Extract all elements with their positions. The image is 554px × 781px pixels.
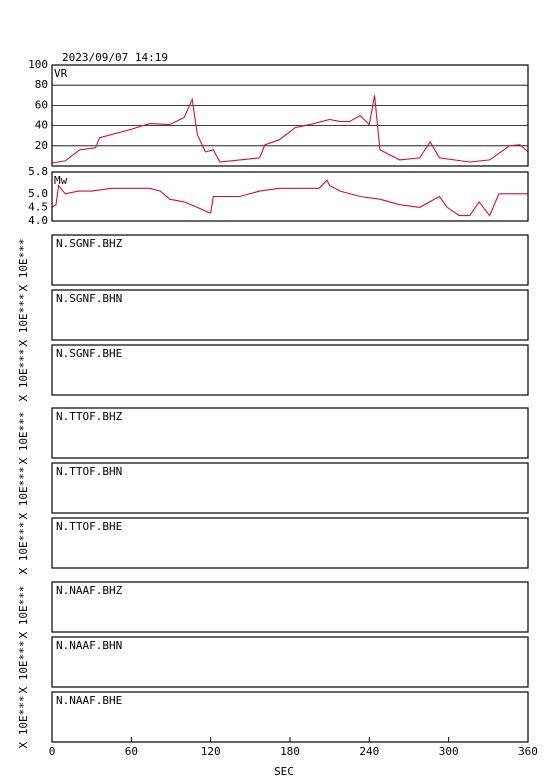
timestamp: 2023/09/07 14:19 [62, 51, 168, 64]
x-tick-label: 360 [518, 745, 538, 758]
trace-panel [51, 289, 529, 341]
x-tick-label: 60 [125, 745, 138, 758]
trace-scale: X 10E*** [17, 239, 30, 292]
x-tick-label: 180 [280, 745, 300, 758]
trace-panel [51, 234, 529, 286]
y-tick-label: 80 [35, 78, 48, 91]
trace-label: N.SGNF.BHZ [56, 237, 123, 250]
trace-label: N.TTOF.BHN [56, 465, 122, 478]
trace-scale: X 10E*** [17, 586, 30, 639]
x-tick-label: 300 [439, 745, 459, 758]
y-tick-label: 20 [35, 139, 48, 152]
trace-label: N.SGNF.BHN [56, 292, 122, 305]
trace-label: N.NAAF.BHZ [56, 584, 123, 597]
y-tick-label: 5.8 [28, 165, 48, 178]
y-tick-label: 60 [35, 98, 48, 111]
trace-label: N.SGNF.BHE [56, 347, 122, 360]
x-tick-label: 0 [49, 745, 56, 758]
y-tick-label: 5.0 [28, 187, 48, 200]
y-tick-label: 40 [35, 119, 48, 132]
trace-scale: X 10E*** [17, 294, 30, 347]
trace-scale: X 10E*** [17, 349, 30, 402]
x-axis-title: SEC [274, 765, 294, 778]
trace-panel [51, 344, 529, 396]
panel-frame [51, 64, 529, 167]
trace-label: N.NAAF.BHN [56, 639, 122, 652]
trace-scale: X 10E*** [17, 641, 30, 694]
trace-label: N.TTOF.BHE [56, 520, 122, 533]
trace-panel [51, 517, 529, 569]
data-line [51, 95, 529, 164]
panel-frame [51, 171, 529, 222]
panel-label: VR [54, 67, 68, 80]
trace-panel [51, 636, 529, 688]
y-tick-label: 4.5 [28, 200, 48, 213]
trace-panel [51, 581, 529, 633]
panel-label: Mw [54, 174, 68, 187]
trace-label: N.TTOF.BHZ [56, 410, 123, 423]
x-tick-label: 120 [201, 745, 221, 758]
y-tick-label: 4.0 [28, 214, 48, 227]
trace-scale: X 10E*** [17, 696, 30, 749]
x-tick-label: 240 [359, 745, 379, 758]
trace-panel [51, 407, 529, 459]
data-line [51, 179, 528, 217]
trace-scale: X 10E*** [17, 467, 30, 520]
trace-panel [51, 462, 529, 514]
trace-label: N.NAAF.BHE [56, 694, 122, 707]
y-tick-label: 100 [28, 58, 48, 71]
trace-scale: X 10E*** [17, 522, 30, 575]
trace-panel [51, 691, 529, 743]
trace-scale: X 10E*** [17, 412, 30, 465]
